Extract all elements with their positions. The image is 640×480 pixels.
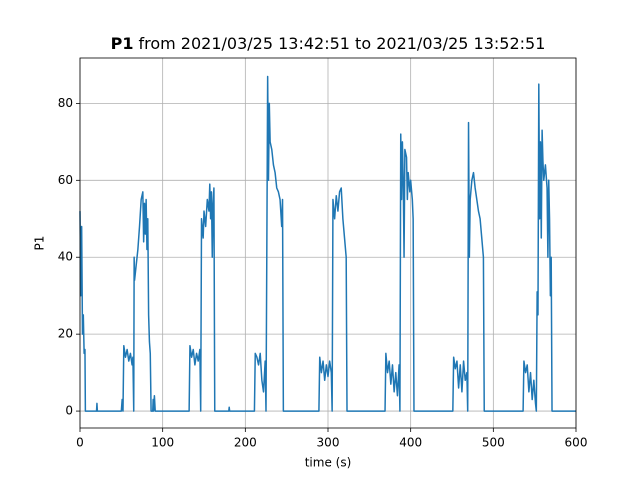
title-text: from 2021/03/25 13:42:51 to 2021/03/25 1… xyxy=(138,34,545,53)
x-tick-label: 500 xyxy=(482,436,505,450)
y-tick-label: 20 xyxy=(58,327,73,341)
y-tick-label: 40 xyxy=(58,250,73,264)
chart-title: P1 from 2021/03/25 13:42:51 to 2021/03/25… xyxy=(111,34,546,53)
plot-frame xyxy=(79,57,577,429)
data-line xyxy=(79,75,576,412)
y-tick-label: 80 xyxy=(58,96,73,110)
x-tick-label: 0 xyxy=(76,436,84,450)
y-axis-label: P1 xyxy=(33,236,47,251)
x-tick-label: 100 xyxy=(151,436,174,450)
x-tick-label: 600 xyxy=(565,436,588,450)
y-tick-label: 0 xyxy=(65,404,73,418)
x-axis-label: time (s) xyxy=(305,456,352,470)
x-tick-label: 400 xyxy=(399,436,422,450)
x-tick-label: 200 xyxy=(234,436,257,450)
y-tick-label: 60 xyxy=(58,173,73,187)
x-tick-label: 300 xyxy=(317,436,340,450)
title-prefix: P1 xyxy=(111,34,134,53)
